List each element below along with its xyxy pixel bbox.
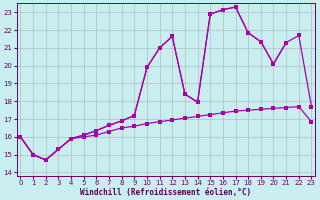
X-axis label: Windchill (Refroidissement éolien,°C): Windchill (Refroidissement éolien,°C) — [80, 188, 252, 197]
